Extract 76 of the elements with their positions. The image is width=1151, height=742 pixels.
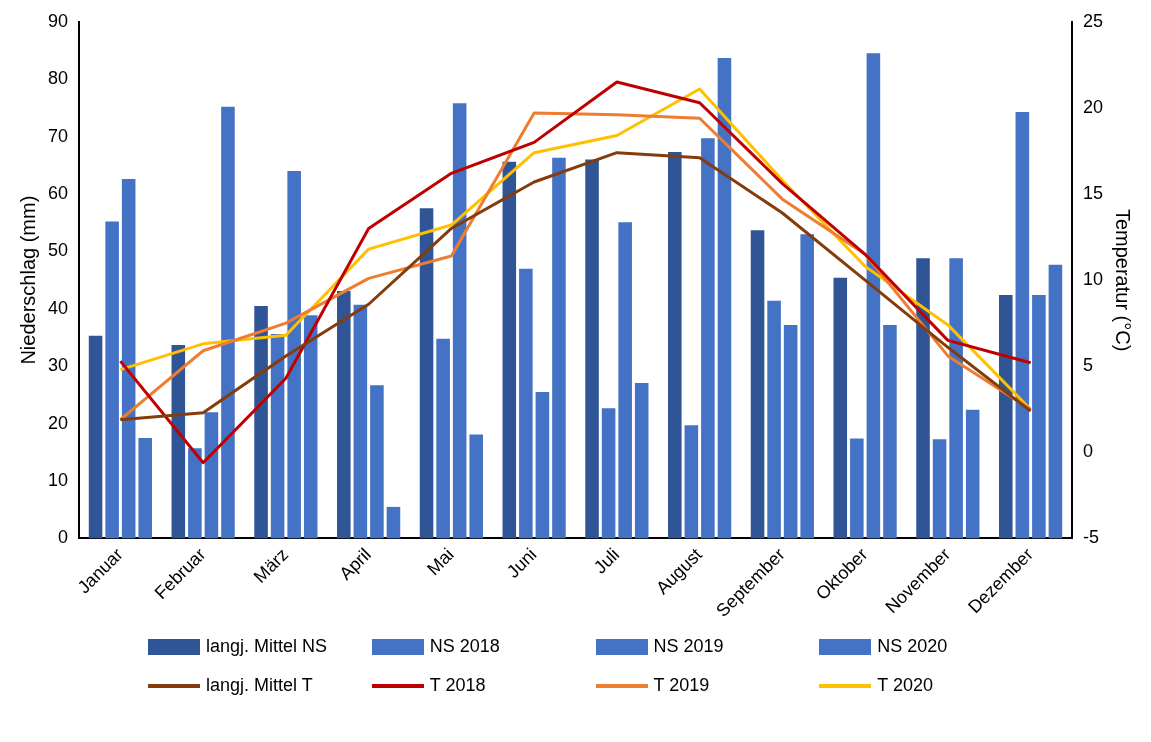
y-tick-label: 0 — [58, 527, 69, 548]
bar — [949, 258, 963, 539]
bar — [634, 382, 649, 539]
y-tick-label: 40 — [47, 297, 69, 318]
bar — [303, 315, 318, 539]
bar — [121, 179, 136, 539]
bar — [519, 268, 533, 539]
legend-label: NS 2019 — [653, 636, 724, 657]
bar — [88, 335, 103, 539]
bar — [204, 412, 219, 539]
bar — [883, 324, 897, 539]
bar — [337, 291, 351, 539]
y2-tick-label: 0 — [1082, 441, 1093, 462]
bar — [999, 295, 1013, 539]
legend-label: T 2020 — [877, 675, 933, 696]
legend-label: langj. Mittel NS — [206, 636, 328, 657]
bar — [916, 258, 930, 539]
bar — [668, 152, 682, 539]
bar — [370, 385, 384, 539]
bar — [1048, 264, 1063, 539]
bar — [1015, 111, 1030, 539]
bar — [1032, 295, 1046, 539]
bar — [535, 392, 550, 539]
bar — [353, 304, 368, 539]
bar — [783, 324, 798, 539]
bar — [287, 171, 301, 539]
bar — [138, 438, 152, 539]
y2-axis-title: Temperatur (°C) — [1112, 208, 1135, 352]
y2-tick-label: 20 — [1082, 96, 1104, 117]
bar — [221, 106, 235, 539]
y-tick-label: 20 — [47, 412, 69, 433]
y-tick-label: 10 — [47, 470, 69, 491]
legend-label: T 2018 — [429, 675, 486, 696]
y-tick-label: 90 — [47, 10, 69, 31]
bar — [469, 434, 483, 539]
y-tick-label: 50 — [47, 240, 69, 261]
bar — [866, 53, 881, 539]
bar — [585, 159, 599, 539]
bar — [502, 161, 517, 539]
y2-tick-label: 5 — [1082, 355, 1093, 376]
bar — [386, 506, 401, 539]
y-axis-title: Niederschlag (mm) — [16, 195, 39, 365]
bar — [800, 234, 814, 539]
bar — [701, 138, 715, 539]
bar — [684, 425, 699, 539]
y-tick-label: 80 — [47, 68, 69, 89]
bar — [436, 338, 450, 539]
x-tick-label: Juli — [589, 544, 624, 578]
bar — [932, 439, 947, 539]
bar — [419, 208, 434, 539]
legend-label: NS 2018 — [429, 636, 500, 657]
bar — [601, 408, 616, 539]
bar — [850, 438, 864, 539]
bar — [105, 221, 119, 539]
bar — [618, 222, 632, 539]
legend-label: langj. Mittel T — [206, 675, 313, 696]
y-tick-label: 30 — [47, 355, 69, 376]
y-tick-label: 60 — [47, 182, 69, 203]
y2-tick-label: 25 — [1082, 10, 1104, 31]
legend-label: T 2019 — [653, 675, 710, 696]
bar — [717, 57, 732, 539]
x-tick-label: Mai — [423, 544, 458, 579]
y2-tick-label: 15 — [1082, 182, 1104, 203]
bar — [270, 334, 285, 539]
y2-tick-label: -5 — [1082, 527, 1099, 548]
bar — [188, 448, 202, 539]
legend-label: NS 2020 — [877, 636, 948, 657]
bar — [452, 103, 467, 539]
y2-tick-label: 10 — [1082, 269, 1104, 290]
bar — [833, 277, 848, 539]
bar — [750, 230, 765, 539]
bar — [254, 305, 268, 539]
bar — [552, 157, 566, 539]
y-tick-label: 70 — [47, 125, 69, 146]
bar — [965, 409, 980, 539]
bar — [767, 300, 781, 539]
